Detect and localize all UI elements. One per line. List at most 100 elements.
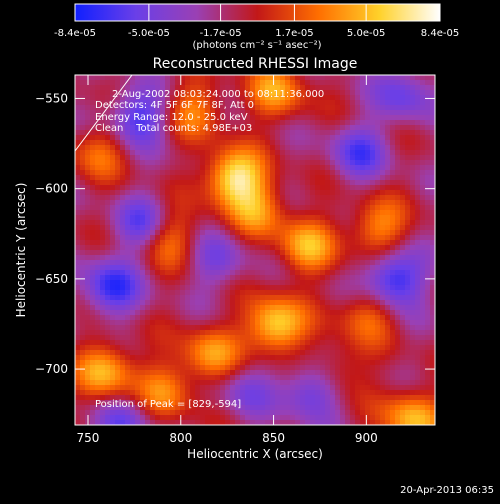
heatmap-cell [95, 185, 100, 190]
heatmap-cell [310, 340, 315, 345]
heatmap-cell [215, 360, 220, 365]
heatmap-cell [355, 320, 360, 325]
heatmap-cell [375, 85, 380, 90]
heatmap-cell [115, 255, 120, 260]
heatmap-cell [120, 355, 125, 360]
heatmap-cell [210, 260, 215, 265]
heatmap-cell [180, 280, 185, 285]
heatmap-cell [315, 175, 320, 180]
heatmap-cell [425, 240, 430, 245]
heatmap-cell [300, 295, 305, 300]
heatmap-cell [125, 245, 130, 250]
heatmap-cell [320, 230, 325, 235]
heatmap-cell [255, 320, 260, 325]
heatmap-cell [290, 255, 295, 260]
heatmap-cell [215, 190, 220, 195]
heatmap-cell [300, 195, 305, 200]
heatmap-cell [310, 190, 315, 195]
heatmap-cell [190, 215, 195, 220]
heatmap-cell [165, 290, 170, 295]
heatmap-cell [370, 365, 375, 370]
heatmap-cell [325, 120, 330, 125]
heatmap-cell [240, 280, 245, 285]
heatmap-cell [210, 135, 215, 140]
heatmap-cell [370, 130, 375, 135]
heatmap-cell [75, 295, 80, 300]
heatmap-cell [375, 95, 380, 100]
heatmap-cell [180, 330, 185, 335]
heatmap-cell [280, 285, 285, 290]
heatmap-cell [285, 100, 290, 105]
heatmap-cell [280, 100, 285, 105]
heatmap-cell [105, 335, 110, 340]
heatmap-cell [125, 270, 130, 275]
heatmap-cell [200, 190, 205, 195]
heatmap-cell [395, 75, 400, 80]
heatmap-cell [245, 185, 250, 190]
heatmap-cell [195, 215, 200, 220]
heatmap-cell [345, 110, 350, 115]
heatmap-cell [300, 385, 305, 390]
heatmap-cell [235, 80, 240, 85]
heatmap-cell [405, 80, 410, 85]
heatmap-cell [140, 215, 145, 220]
heatmap-cell [95, 230, 100, 235]
heatmap-cell [375, 280, 380, 285]
heatmap-cell [250, 185, 255, 190]
heatmap-cell [370, 255, 375, 260]
heatmap-cell [400, 310, 405, 315]
heatmap-cell [320, 380, 325, 385]
heatmap-cell [230, 305, 235, 310]
heatmap-cell [330, 380, 335, 385]
heatmap-cell [360, 115, 365, 120]
heatmap-cell [300, 165, 305, 170]
heatmap-cell [360, 140, 365, 145]
heatmap-cell [350, 165, 355, 170]
heatmap-cell [340, 400, 345, 405]
heatmap-cell [365, 250, 370, 255]
heatmap-cell [305, 310, 310, 315]
heatmap-cell [380, 130, 385, 135]
heatmap-cell [415, 320, 420, 325]
heatmap-cell [150, 165, 155, 170]
heatmap-cell [130, 320, 135, 325]
heatmap-cell [175, 240, 180, 245]
heatmap-cell [125, 320, 130, 325]
heatmap-cell [275, 315, 280, 320]
heatmap-cell [185, 315, 190, 320]
heatmap-cell [230, 260, 235, 265]
heatmap-cell [370, 400, 375, 405]
heatmap-cell [420, 305, 425, 310]
heatmap-cell [370, 175, 375, 180]
heatmap-cell [225, 210, 230, 215]
heatmap-cell [300, 135, 305, 140]
heatmap-cell [385, 130, 390, 135]
heatmap-cell [225, 170, 230, 175]
heatmap-cell [90, 175, 95, 180]
colorbar-tick-label: -8.4e-05 [54, 28, 96, 39]
heatmap-cell [225, 355, 230, 360]
heatmap-cell [175, 275, 180, 280]
heatmap-cell [345, 325, 350, 330]
heatmap-cell [355, 330, 360, 335]
heatmap-cell [375, 225, 380, 230]
heatmap-cell [345, 215, 350, 220]
heatmap-cell [95, 315, 100, 320]
heatmap-cell [345, 375, 350, 380]
heatmap-cell [235, 415, 240, 420]
heatmap-cell [285, 150, 290, 155]
heatmap-cell [240, 180, 245, 185]
heatmap-cell [285, 260, 290, 265]
heatmap-cell [365, 370, 370, 375]
heatmap-cell [200, 325, 205, 330]
heatmap-cell [320, 125, 325, 130]
heatmap-cell [185, 290, 190, 295]
heatmap-cell [405, 125, 410, 130]
heatmap-cell [425, 195, 430, 200]
heatmap-cell [245, 260, 250, 265]
heatmap-cell [400, 105, 405, 110]
heatmap-cell [345, 270, 350, 275]
heatmap-cell [280, 275, 285, 280]
heatmap-cell [135, 185, 140, 190]
heatmap-cell [410, 295, 415, 300]
